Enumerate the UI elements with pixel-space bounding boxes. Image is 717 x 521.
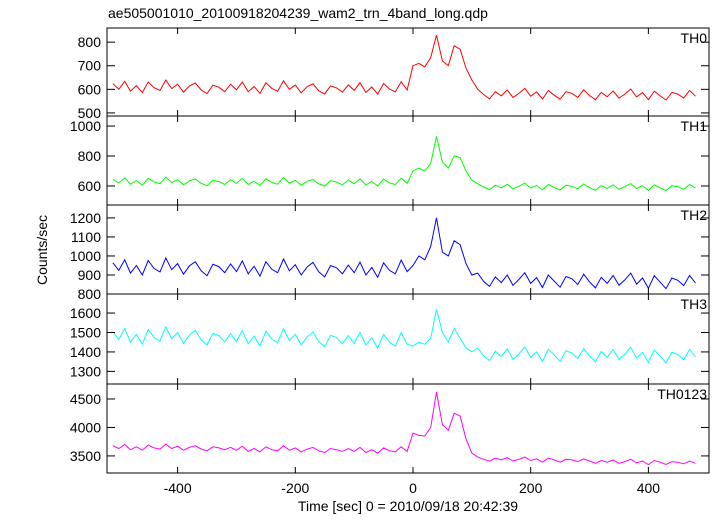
x-axis-label: Time [sec] 0 = 2010/09/18 20:42:39 [298,498,518,514]
y-tick-label: 1000 [70,248,101,264]
x-tick-label: -400 [164,480,192,496]
y-tick-label: 1300 [70,363,101,379]
light-curve [112,34,696,101]
light-curve [112,217,696,290]
y-tick-label: 800 [78,148,102,164]
light-curve [112,309,696,364]
y-tick-label: 1600 [70,305,101,321]
x-tick-label: 400 [637,480,661,496]
y-tick-label: 800 [78,34,102,50]
panel-label: TH0123 [657,386,707,402]
y-tick-label: 500 [78,105,102,121]
panel-label: TH0 [681,30,708,46]
panel-label: TH2 [681,207,708,223]
y-tick-label: 600 [78,178,102,194]
y-tick-label: 800 [78,286,102,302]
y-tick-label: 1400 [70,344,101,360]
y-tick-label: 600 [78,81,102,97]
x-tick-label: -200 [281,480,309,496]
panel-label: TH1 [681,118,708,134]
light-curve [112,136,696,192]
panel-frame [106,383,710,474]
chart-title: ae505001010_20100918204239_wam2_trn_4ban… [108,5,488,21]
y-tick-label: 1100 [71,229,101,245]
x-tick-label: 200 [519,480,543,496]
y-tick-label: 4000 [70,419,101,435]
x-tick-label: 0 [409,480,417,496]
y-tick-label: 4500 [70,391,101,407]
y-tick-label: 900 [78,267,102,283]
y-axis-label: Counts/sec [34,215,50,285]
y-tick-label: 1500 [70,324,101,340]
y-tick-label: 700 [78,58,102,74]
light-curve [112,392,696,466]
y-tick-label: 3500 [70,448,101,464]
y-tick-label: 1200 [70,210,101,226]
panel-label: TH3 [681,296,708,312]
y-tick-label: 1000 [70,118,101,134]
